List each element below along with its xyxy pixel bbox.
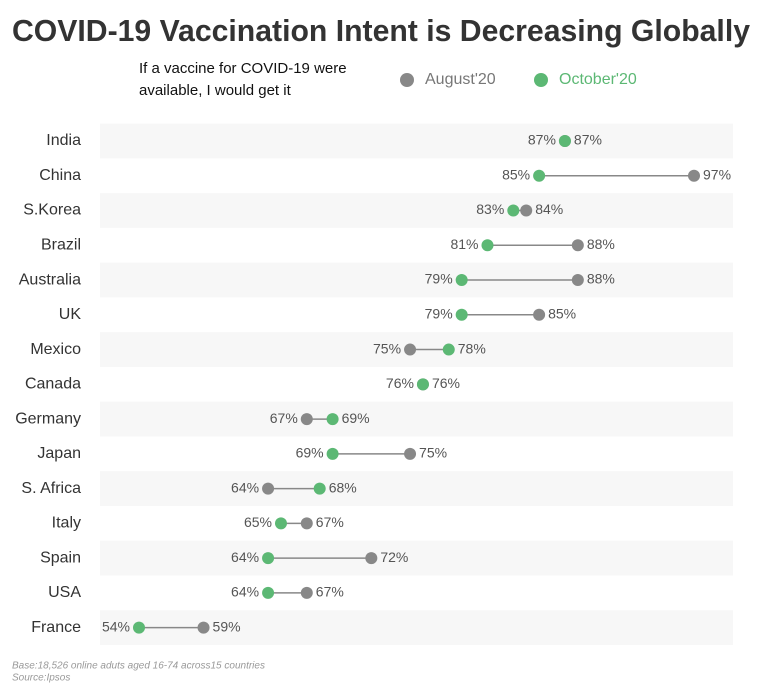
value-label: 84% (535, 201, 563, 217)
category-label: China (39, 167, 81, 184)
dot (300, 517, 313, 530)
row-band (100, 193, 733, 228)
value-label: 83% (476, 201, 504, 217)
dot (326, 447, 339, 460)
dot (133, 621, 145, 634)
dot (455, 308, 468, 321)
value-label: 88% (587, 271, 615, 287)
legend-label: October'20 (559, 71, 637, 88)
dot (481, 239, 494, 252)
subtitle: If a vaccine for COVID-19 were available… (139, 60, 347, 99)
dot (507, 204, 520, 217)
value-label: 65% (244, 514, 272, 530)
category-label: Japan (37, 445, 81, 462)
dot (262, 482, 275, 495)
value-label: 64% (231, 584, 259, 600)
value-label: 81% (450, 236, 478, 252)
category-label: S.Korea (23, 202, 81, 219)
category-label: France (31, 619, 81, 636)
dot (313, 482, 326, 495)
row-band (100, 123, 733, 159)
value-label: 67% (316, 514, 344, 530)
value-label: 72% (380, 549, 408, 565)
dot (558, 135, 571, 147)
dot (262, 586, 275, 599)
footnote: Source:Ipsos (12, 673, 70, 684)
value-label: 75% (419, 445, 447, 461)
category-label: UK (59, 306, 82, 323)
dot (404, 343, 417, 356)
row-band (100, 471, 733, 506)
legend-label: August'20 (425, 71, 496, 88)
value-label: 59% (213, 618, 241, 634)
value-label: 85% (502, 166, 530, 182)
category-label: Italy (52, 515, 81, 532)
category-label: USA (48, 584, 81, 601)
value-label: 88% (587, 236, 615, 252)
value-label: 78% (458, 340, 486, 356)
dot (533, 308, 546, 321)
dot (326, 413, 339, 426)
value-label: 76% (432, 375, 460, 391)
row-band (100, 540, 733, 576)
value-label: 69% (296, 445, 324, 461)
dot (300, 586, 313, 599)
value-label: 85% (548, 306, 576, 322)
category-label: Mexico (30, 341, 81, 358)
value-label: 64% (231, 479, 259, 495)
value-label: 67% (316, 584, 344, 600)
value-label: 97% (703, 166, 731, 182)
dot (455, 274, 468, 287)
legend-marker (534, 73, 548, 87)
row-band (100, 262, 733, 298)
category-label: Brazil (41, 236, 81, 253)
value-label: 79% (425, 271, 453, 287)
value-label: 69% (342, 410, 370, 426)
dot (197, 621, 210, 634)
value-label: 87% (574, 132, 602, 148)
category-label: Spain (40, 549, 81, 566)
dot (533, 169, 546, 182)
category-label: Canada (25, 376, 81, 393)
value-label: 54% (102, 618, 130, 634)
value-label: 75% (373, 340, 401, 356)
dot (688, 169, 700, 182)
dot (442, 343, 455, 356)
dot (571, 239, 584, 252)
value-label: 87% (528, 132, 556, 148)
category-label: India (46, 132, 81, 149)
chart-title: COVID-19 Vaccination Intent is Decreasin… (12, 13, 751, 48)
dot (404, 447, 417, 460)
value-label: 76% (386, 375, 414, 391)
dot (262, 552, 275, 565)
category-label: S. Africa (21, 480, 81, 497)
dot (365, 552, 378, 565)
value-label: 67% (270, 410, 298, 426)
dot (571, 274, 584, 287)
dot (520, 204, 533, 217)
legend-marker (400, 73, 414, 87)
dot (274, 517, 287, 530)
row-band (100, 401, 733, 437)
category-label: Germany (15, 410, 81, 427)
footnote: Base:18,526 online aduts aged 16-74 acro… (12, 661, 265, 672)
category-label: Australia (19, 271, 81, 288)
value-label: 79% (425, 306, 453, 322)
dot (300, 413, 313, 426)
value-label: 68% (329, 479, 357, 495)
value-label: 64% (231, 549, 259, 565)
dot (416, 378, 429, 391)
